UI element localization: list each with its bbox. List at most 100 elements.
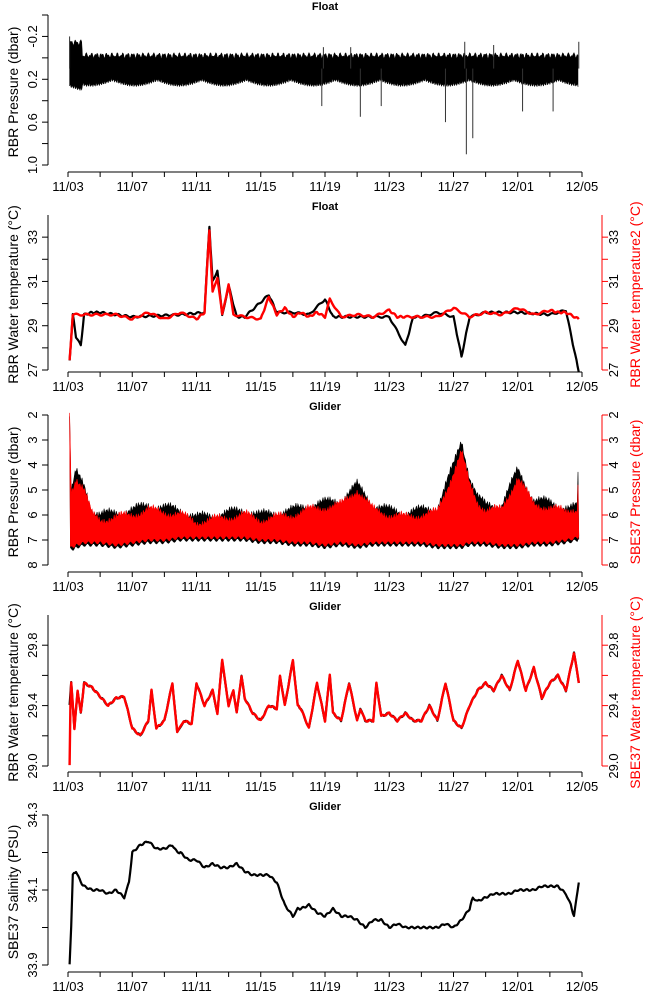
y-axis-title: SBE37 Salinity (PSU) xyxy=(5,825,21,960)
series-line xyxy=(68,652,580,766)
y-tick-label: 1.0 xyxy=(25,156,40,174)
y-tick-label-right: 6 xyxy=(606,511,621,518)
x-tick-label: 12/05 xyxy=(566,779,599,794)
panel-2: Float 27 29 31 33 RBR Water temperature (°C) 2… xyxy=(5,201,643,394)
x-tick-label: 11/11 xyxy=(181,579,212,594)
x-tick-label: 11/23 xyxy=(373,979,405,994)
x-tick-label: 11/11 xyxy=(181,179,212,194)
panel-5: Glider 33.9 34.1 34.3 SBE37 Salinity (PSU) 11… xyxy=(5,801,598,994)
y-tick-label-right: 29.0 xyxy=(606,753,621,778)
panel-title: Glider xyxy=(309,401,342,413)
y-tick-label: 29 xyxy=(25,318,40,332)
series-sbe37-pressure xyxy=(69,412,580,548)
x-tick-label: 11/15 xyxy=(245,579,277,594)
y-tick-label: 6 xyxy=(25,511,40,518)
x-tick-label: 11/03 xyxy=(52,979,84,994)
y-tick-label: -0.2 xyxy=(25,25,40,47)
x-tick-label: 11/23 xyxy=(373,579,405,594)
y-tick-label-right: 2 xyxy=(606,411,621,418)
x-tick-label: 11/27 xyxy=(438,779,470,794)
x-tick-label: 11/27 xyxy=(438,579,470,594)
y-tick-label: 29.8 xyxy=(25,633,40,658)
x-tick-label: 11/19 xyxy=(309,179,341,194)
series-sbe37-water-temperature xyxy=(68,652,580,766)
x-tick-label: 12/01 xyxy=(501,579,534,594)
y-tick-label: 27 xyxy=(25,363,40,377)
x-tick-label: 11/11 xyxy=(181,379,212,394)
y-tick-label-right: 27 xyxy=(606,363,621,377)
y-tick-label: 3 xyxy=(25,436,40,443)
y-tick-label-right: 7 xyxy=(606,536,621,543)
y-tick-label: 0.2 xyxy=(25,70,40,88)
x-tick-label: 11/27 xyxy=(438,179,470,194)
y-axis-title: RBR Water temperature (°C) xyxy=(5,603,21,782)
y-tick-label-right: 5 xyxy=(606,486,621,493)
y-axis-title-right: SBE37 Water temperature (°C) xyxy=(627,596,643,789)
x-tick-label: 11/19 xyxy=(309,779,341,794)
series-sbe37-salinity xyxy=(68,840,580,965)
x-tick-label: 11/23 xyxy=(373,779,405,794)
series-band xyxy=(69,412,580,548)
x-tick-label: 11/15 xyxy=(245,779,277,794)
x-tick-label: 11/15 xyxy=(245,979,277,994)
panel-title: Float xyxy=(312,1,339,13)
y-tick-label: 0.6 xyxy=(25,113,40,131)
y-tick-label: 29.4 xyxy=(25,693,40,718)
y-tick-label-right: 8 xyxy=(606,561,621,568)
x-tick-label: 11/03 xyxy=(52,579,84,594)
y-tick-label-right: 29 xyxy=(606,318,621,332)
y-tick-label-right: 29.4 xyxy=(606,693,621,718)
y-tick-label: 34.3 xyxy=(25,802,40,827)
x-tick-label: 11/27 xyxy=(438,379,470,394)
x-tick-label: 11/15 xyxy=(245,179,277,194)
x-tick-label: 11/07 xyxy=(116,379,148,394)
y-tick-label: 34.1 xyxy=(25,877,40,902)
y-tick-label-right: 33 xyxy=(606,230,621,244)
x-tick-label: 11/23 xyxy=(373,179,405,194)
series-rbr-pressure xyxy=(69,36,580,155)
x-tick-label: 11/03 xyxy=(52,179,84,194)
x-tick-label: 11/03 xyxy=(52,379,84,394)
x-tick-label: 11/27 xyxy=(438,979,470,994)
y-axis-title-right: RBR Water temperature2 (°C) xyxy=(627,201,643,387)
series-line xyxy=(68,229,580,361)
y-tick-label: 2 xyxy=(25,411,40,418)
x-tick-label: 11/07 xyxy=(116,179,148,194)
x-tick-label: 12/05 xyxy=(566,379,599,394)
x-tick-label: 11/19 xyxy=(309,579,341,594)
x-tick-label: 11/03 xyxy=(52,779,84,794)
x-tick-label: 12/05 xyxy=(566,979,599,994)
x-tick-label: 12/01 xyxy=(501,979,534,994)
series-line xyxy=(68,840,580,965)
y-axis-title-right: SBE37 Pressure (dbar) xyxy=(627,420,643,565)
y-tick-label: 33 xyxy=(25,230,40,244)
y-tick-label-right: 31 xyxy=(606,274,621,288)
x-tick-label: 11/19 xyxy=(309,379,341,394)
y-tick-label: 33.9 xyxy=(25,952,40,977)
y-tick-label-right: 29.8 xyxy=(606,633,621,658)
x-tick-label: 12/05 xyxy=(566,579,599,594)
y-axis-title: RBR Water temperature (°C) xyxy=(5,205,21,384)
panel-title: Glider xyxy=(309,601,342,613)
panel-title: Glider xyxy=(309,801,342,813)
series-rbr-water-temperature2 xyxy=(68,229,580,361)
y-tick-label: 4 xyxy=(25,461,40,468)
y-tick-label: 8 xyxy=(25,561,40,568)
panel-4: Glider 29.0 29.4 29.8 RBR Water temperature … xyxy=(5,596,643,794)
panel-1: Float -0.2 0.2 0.6 1.0 RBR Pressure (dbar) 11/… xyxy=(5,1,598,194)
panel-title: Float xyxy=(312,201,339,213)
x-tick-label: 12/05 xyxy=(566,179,599,194)
x-tick-label: 11/11 xyxy=(181,979,212,994)
x-tick-label: 11/23 xyxy=(373,379,405,394)
y-tick-label: 31 xyxy=(25,274,40,288)
x-tick-label: 11/07 xyxy=(116,979,148,994)
y-tick-label: 7 xyxy=(25,536,40,543)
y-tick-label: 29.0 xyxy=(25,753,40,778)
x-tick-label: 11/07 xyxy=(116,779,148,794)
y-tick-label-right: 4 xyxy=(606,461,621,468)
y-tick-label: 5 xyxy=(25,486,40,493)
x-tick-label: 12/01 xyxy=(501,379,534,394)
y-tick-label-right: 3 xyxy=(606,436,621,443)
